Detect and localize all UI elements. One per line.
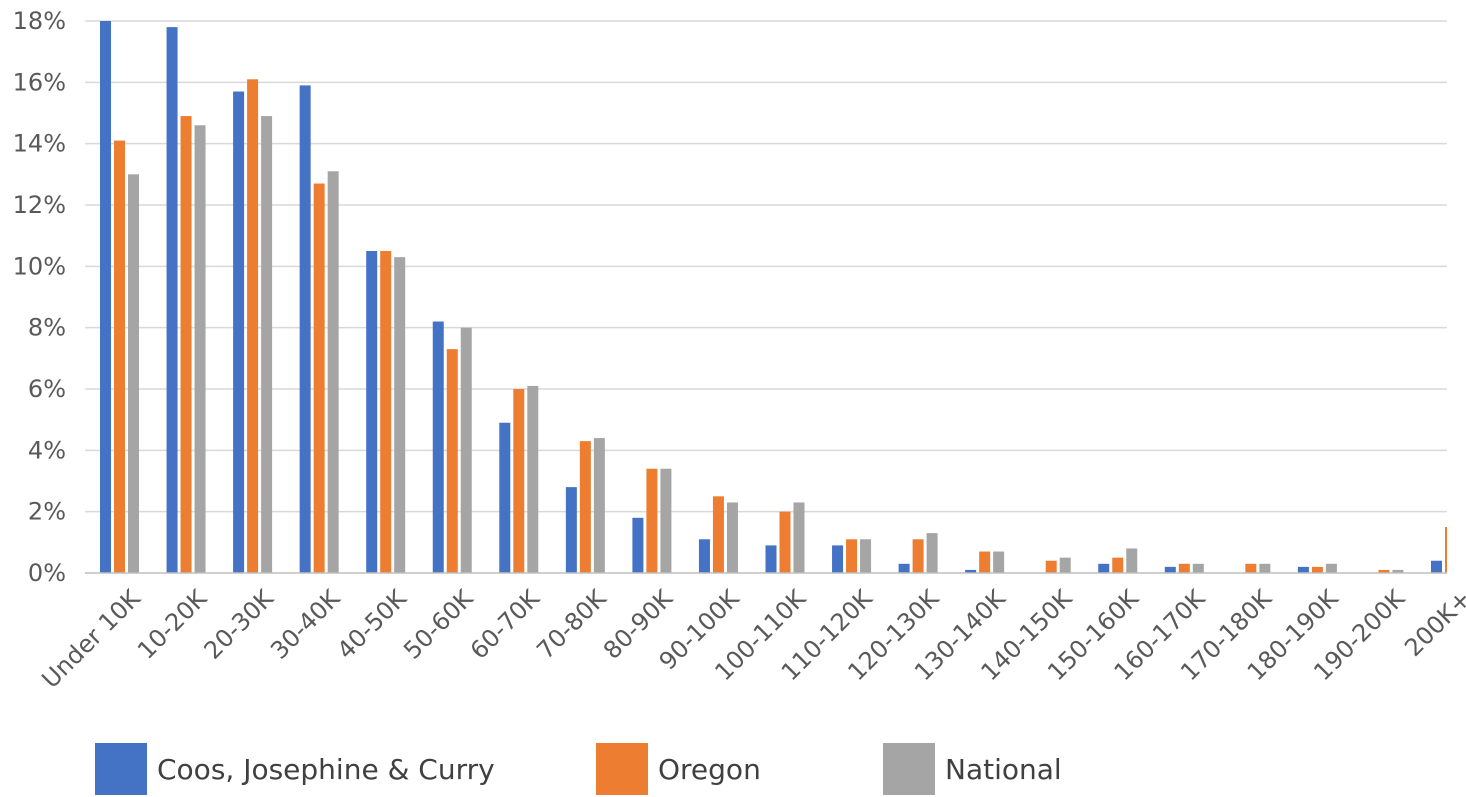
bar (898, 563, 910, 573)
bar (993, 551, 1005, 573)
bar (860, 539, 872, 573)
bar (527, 385, 539, 573)
bar (1459, 536, 1466, 573)
bar (712, 496, 724, 573)
bar (793, 502, 805, 573)
bar (1392, 569, 1404, 573)
bar (1164, 566, 1176, 573)
bar (380, 251, 392, 573)
legend-swatch-coos-josephine-curry (95, 743, 147, 795)
bars-group (100, 21, 1466, 574)
bar (832, 545, 844, 573)
legend-item-national: National (883, 742, 1062, 796)
x-tick-label: 40-50K (332, 584, 413, 665)
y-tick-label: 18% (13, 7, 66, 35)
x-tick-label: 10-20K (132, 584, 213, 665)
bar (100, 21, 111, 573)
bar (726, 502, 738, 573)
bar (646, 468, 658, 573)
bar (128, 174, 139, 574)
bar (979, 551, 991, 573)
bar (180, 116, 192, 574)
bar (565, 487, 577, 573)
bar (499, 422, 511, 573)
x-tick-label: 200K+ (1399, 584, 1466, 662)
bar (299, 85, 311, 574)
chart-legend: Coos, Josephine & Curry Oregon National (0, 742, 1466, 797)
bar (114, 140, 125, 573)
bar (1259, 563, 1271, 573)
x-tick-label: 70-80K (531, 584, 612, 665)
bar (1126, 548, 1138, 573)
legend-item-coos-josephine-curry: Coos, Josephine & Curry (95, 742, 495, 796)
bar (1378, 569, 1390, 573)
bar (432, 321, 444, 573)
bar (513, 389, 525, 573)
y-tick-label: 8% (28, 314, 66, 342)
x-tick-label: 50-60K (398, 584, 479, 665)
bar (698, 539, 710, 573)
bar (765, 545, 777, 573)
y-tick-label: 0% (28, 559, 66, 587)
legend-swatch-oregon (596, 743, 648, 795)
bar (247, 79, 259, 574)
bar (593, 438, 605, 573)
bar (632, 517, 644, 573)
bar (965, 569, 977, 573)
y-tick-label: 14% (13, 130, 66, 158)
bar (327, 171, 339, 573)
bar (460, 327, 472, 573)
bar (1059, 557, 1071, 573)
bar (1297, 566, 1309, 573)
bar (194, 125, 206, 574)
bar (1098, 563, 1110, 573)
bar (166, 27, 178, 573)
bar (1445, 527, 1447, 573)
y-tick-label: 12% (13, 191, 66, 219)
x-tick-label: 30-40K (265, 584, 346, 665)
y-tick-label: 16% (13, 68, 66, 96)
bar (1431, 560, 1442, 573)
bar (261, 116, 273, 574)
bar (313, 183, 325, 574)
bar (394, 257, 406, 573)
legend-label-coos-josephine-curry: Coos, Josephine & Curry (157, 752, 495, 786)
bar (1245, 563, 1257, 573)
bar (366, 251, 378, 573)
legend-label-national: National (945, 752, 1062, 786)
legend-swatch-national (883, 743, 935, 795)
x-tick-label: 20-30K (199, 584, 280, 665)
x-tick-label: 60-70K (465, 584, 546, 665)
bar (446, 349, 458, 573)
y-tick-label: 4% (28, 436, 66, 464)
bar (1045, 560, 1057, 573)
x-tick-label: Under 10K (36, 584, 146, 694)
y-tick-label: 2% (28, 498, 66, 526)
y-tick-label: 10% (13, 252, 66, 280)
bar (846, 539, 858, 573)
bar (1325, 563, 1337, 573)
bar (233, 91, 245, 574)
legend-label-oregon: Oregon (658, 752, 761, 786)
bar (660, 468, 672, 573)
bar (926, 533, 938, 573)
y-tick-label: 6% (28, 375, 66, 403)
bar (1178, 563, 1190, 573)
legend-item-oregon: Oregon (596, 742, 761, 796)
bar (1112, 557, 1124, 573)
bar (779, 511, 791, 573)
bar (579, 441, 591, 573)
income-distribution-chart: 0% 2% 4% 6% 8% 10% 12% 14% 16% 18% Under 10K10-20K… (13, 7, 1466, 694)
bar (912, 539, 924, 573)
bar (1192, 563, 1204, 573)
bar (1311, 566, 1323, 573)
